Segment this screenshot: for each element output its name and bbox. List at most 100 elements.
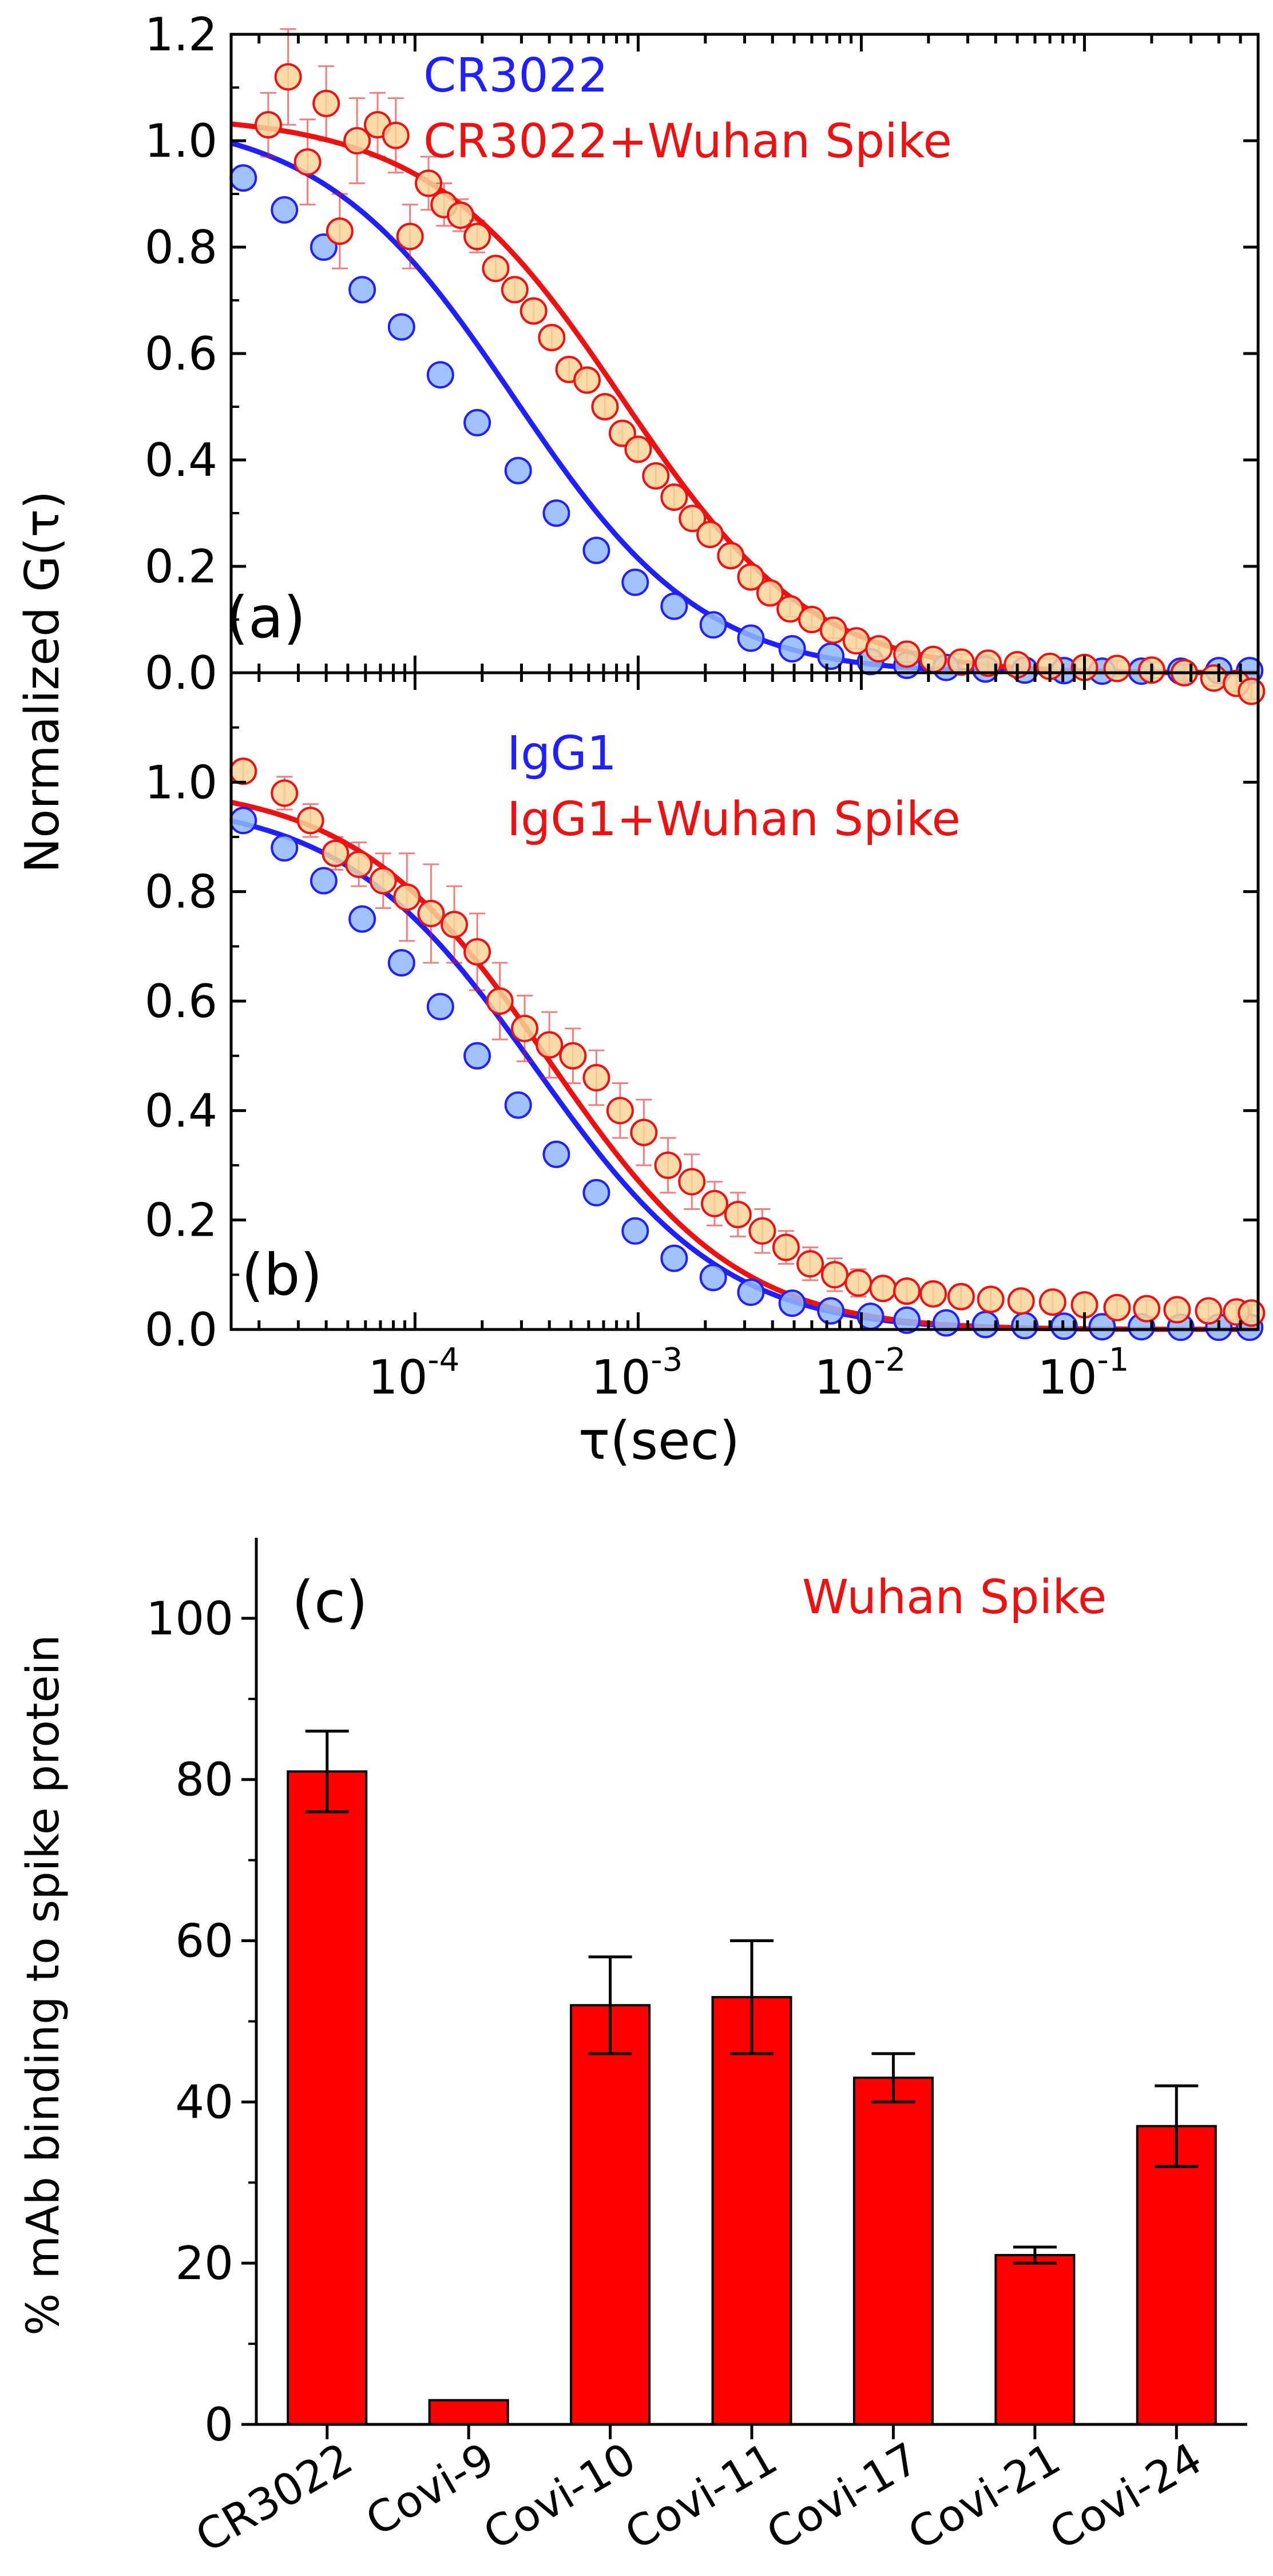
data-point — [582, 1063, 610, 1091]
data-point — [748, 1217, 776, 1245]
y-tick-label: 0.0 — [145, 646, 217, 700]
data-point — [538, 324, 566, 352]
data-point — [606, 1097, 634, 1125]
y-axis-label-g: Normalized G(τ) — [15, 491, 70, 873]
data-point — [463, 408, 491, 436]
panel-c-label: (c) — [292, 1569, 368, 1636]
data-point — [1195, 1297, 1223, 1325]
data-point — [542, 1140, 570, 1168]
data-point — [699, 611, 727, 639]
data-point — [699, 1264, 727, 1292]
data-point — [229, 807, 257, 835]
x-tick-label: 10 — [591, 1351, 651, 1405]
data-point — [312, 89, 340, 117]
data-point — [322, 839, 350, 867]
bar-error-cr3022 — [305, 1729, 349, 1813]
data-point — [621, 568, 649, 596]
data-point — [621, 1217, 649, 1245]
fit-curve-a-1 — [230, 140, 1259, 676]
data-point — [271, 196, 299, 224]
data-point — [271, 779, 299, 807]
y-tick-label: 20 — [175, 2237, 233, 2290]
y-tick-label: 60 — [175, 1915, 233, 1968]
legend-b-series-1: IgG1 — [507, 727, 617, 781]
data-point — [778, 635, 806, 663]
data-point — [696, 521, 724, 549]
y-tick-label: 0.6 — [145, 327, 217, 380]
data-point — [482, 255, 510, 283]
data-point — [737, 563, 765, 591]
data-point — [310, 867, 338, 895]
y-tick-label: 0.0 — [145, 1303, 217, 1356]
data-point — [511, 1014, 539, 1042]
data-point — [463, 938, 491, 966]
data-point — [296, 807, 324, 835]
data-point — [817, 1297, 845, 1325]
data-point — [254, 111, 282, 139]
data-point — [382, 121, 410, 149]
data-point — [919, 1280, 947, 1308]
data-point — [345, 850, 373, 878]
data-point — [1133, 1295, 1161, 1323]
data-point — [229, 757, 257, 785]
data-point — [463, 223, 491, 251]
panel-c-title: Wuhan Spike — [802, 1570, 1107, 1625]
data-point — [893, 640, 921, 668]
data-point — [798, 606, 826, 633]
panel-b: 0.00.20.40.60.81.0 10 -4 10 -3 10 -2 10 -1 (b) … — [145, 671, 1266, 1471]
y-tick-label: 1.2 — [145, 8, 217, 61]
bar-covi-10 — [570, 2004, 651, 2426]
data-point — [893, 1277, 921, 1305]
data-point — [947, 648, 975, 676]
data-point — [1200, 664, 1228, 692]
data-point — [776, 595, 804, 623]
y-tick-label: 0.6 — [145, 975, 217, 1028]
x-tick-label-exponent: -4 — [427, 1341, 459, 1379]
data-point — [630, 1118, 658, 1146]
panel-a: 0.0 0.2 0.4 0.6 0.8 1.0 1.2 (a) CR3022 CR3022+… — [145, 8, 1266, 705]
panel-b-label: (b) — [241, 1241, 323, 1308]
x-tick-label-exponent: -3 — [651, 1341, 683, 1379]
data-point — [486, 987, 514, 1015]
data-point — [796, 1250, 824, 1278]
data-point — [756, 579, 784, 607]
category-label: Covi-11 — [617, 2433, 786, 2560]
bar-covi-9 — [428, 2399, 509, 2426]
data-point — [591, 393, 619, 420]
bar-covi-11 — [711, 1996, 792, 2426]
data-point — [369, 867, 397, 895]
y-tick-label: 1.0 — [145, 756, 217, 809]
data-point — [737, 624, 765, 652]
y-tick-label: 40 — [175, 2075, 233, 2129]
fit-curve-a-2 — [231, 121, 1258, 676]
data-point — [865, 635, 893, 663]
category-label: Covi-24 — [1041, 2433, 1210, 2560]
data-point — [274, 63, 302, 91]
category-label: Covi-10 — [475, 2433, 644, 2560]
data-point — [501, 276, 529, 304]
data-point — [426, 993, 454, 1021]
data-point — [542, 499, 570, 527]
data-point — [869, 1275, 897, 1303]
data-point — [1163, 1296, 1191, 1324]
bar-covi-24 — [1136, 2125, 1217, 2426]
data-point — [660, 592, 688, 620]
data-point — [441, 911, 469, 939]
bar-error-covi-10 — [588, 1955, 632, 2055]
data-point — [573, 366, 601, 394]
data-point — [660, 483, 688, 511]
data-point — [519, 297, 548, 325]
bar-error-covi-24 — [1155, 2084, 1199, 2168]
category-label: Covi-9 — [358, 2433, 503, 2546]
data-point — [1238, 1299, 1266, 1327]
data-point — [348, 276, 376, 304]
data-point — [387, 949, 415, 977]
data-point — [737, 1278, 765, 1306]
data-point — [463, 1042, 491, 1070]
data-point — [582, 537, 610, 565]
data-point — [504, 457, 532, 485]
y-tick-label: 1.0 — [145, 114, 217, 168]
data-point — [717, 542, 745, 570]
